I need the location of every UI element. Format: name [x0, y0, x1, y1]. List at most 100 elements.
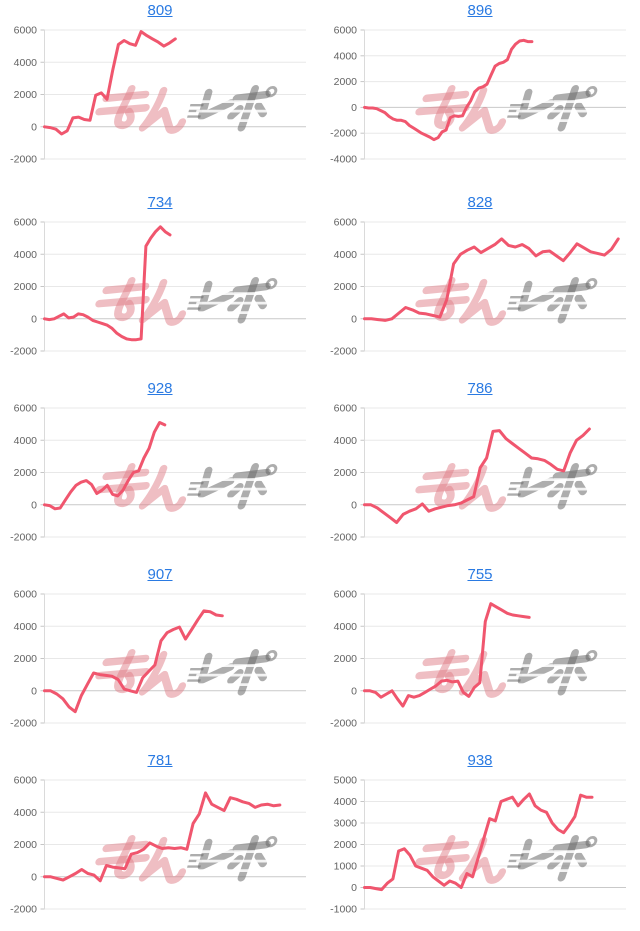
y-tick-label: 4000 [14, 249, 38, 261]
chart-cell: 755 6000 4000 2000 0 -2000 [320, 558, 640, 744]
line-chart: 6000 4000 2000 0 -2000 -4000 [330, 25, 626, 166]
watermark-stripe [198, 478, 276, 482]
y-tick-label: 0 [351, 882, 357, 894]
watermark-speedline [509, 296, 524, 299]
watermark-speedline [189, 668, 204, 671]
y-tick-label: 6000 [14, 217, 38, 229]
watermark-handakuten [265, 463, 278, 476]
chart-title-link[interactable]: 781 [147, 752, 173, 769]
watermark-pink-glyph [458, 278, 507, 326]
y-tick-label: -2000 [330, 346, 357, 358]
line-chart: 6000 4000 2000 0 -2000 [330, 217, 626, 358]
chart-cell: 907 6000 4000 2000 0 -2000 [0, 558, 320, 744]
watermark-speedline [189, 296, 204, 299]
watermark-gray-glyph [197, 652, 235, 685]
watermark-pink-glyph [458, 836, 507, 884]
y-tick-label: 6000 [14, 403, 38, 415]
line-chart: 6000 4000 2000 0 -2000 [10, 403, 306, 544]
watermark-gray-glyph [517, 838, 555, 871]
chart-title-link[interactable]: 734 [147, 194, 173, 211]
watermark-gray-glyph [517, 280, 555, 313]
y-tick-label: -2000 [330, 532, 357, 544]
watermark-stripe [513, 119, 591, 123]
chart-cell: 928 6000 4000 2000 0 -2000 [0, 372, 320, 558]
watermark-stripe [195, 487, 273, 491]
y-tick-label: 0 [351, 685, 357, 697]
y-tick-label: 6000 [14, 589, 38, 601]
watermark-pink-glyph [138, 278, 187, 326]
watermark [415, 649, 598, 698]
watermark-pink-glyph [458, 650, 507, 698]
watermark-handakuten [265, 649, 278, 662]
watermark-pink-glyph [114, 85, 136, 130]
y-tick-label: 2000 [334, 76, 358, 88]
y-tick-label: 5000 [334, 775, 358, 787]
series-line [43, 421, 167, 511]
y-tick-label: 4000 [14, 807, 38, 819]
watermark-pink-glyph [138, 836, 187, 884]
chart-title-link[interactable]: 896 [467, 2, 493, 19]
chart-title-link[interactable]: 907 [147, 566, 173, 583]
watermark-speedline [507, 307, 521, 310]
watermark-stripe [195, 859, 273, 863]
chart-title-row: 781 [0, 750, 320, 771]
chart-title-link[interactable]: 809 [147, 2, 173, 19]
y-tick-label: 4000 [14, 621, 38, 633]
line-chart: 6000 4000 2000 0 -2000 [10, 25, 306, 166]
watermark-speedline [509, 668, 524, 671]
y-tick-label: 6000 [14, 775, 38, 787]
chart-title-row: 809 [0, 0, 320, 21]
y-tick-label: -2000 [330, 718, 357, 730]
watermark-handakuten [585, 277, 598, 290]
chart-title-row: 734 [0, 192, 320, 213]
watermark-gray-glyph [517, 88, 555, 121]
watermark-stripe [515, 859, 593, 863]
chart-title-link[interactable]: 786 [467, 380, 493, 397]
series-line [363, 38, 534, 142]
watermark-speedline [187, 679, 201, 682]
y-tick-label: 2000 [14, 653, 38, 665]
y-tick-label: -2000 [330, 128, 357, 140]
watermark-stripe [193, 119, 271, 123]
watermark-stripe [515, 109, 593, 113]
y-tick-label: -1000 [330, 904, 357, 916]
y-tick-label: 6000 [334, 217, 358, 229]
watermark-gray-glyph [197, 88, 235, 121]
watermark-pink-glyph [458, 464, 507, 512]
chart-title-row: 896 [320, 0, 640, 21]
watermark-stripe [518, 100, 596, 104]
watermark-speedline [187, 307, 201, 310]
chart-cell: 896 6000 4000 2000 0 -2000 -4000 [320, 0, 640, 186]
chart-title-link[interactable]: 828 [467, 194, 493, 211]
chart-title-link[interactable]: 938 [467, 752, 493, 769]
watermark-speedline [509, 104, 524, 107]
chart-title-row: 938 [320, 750, 640, 771]
y-tick-label: 2000 [334, 281, 358, 293]
series-line [363, 792, 594, 892]
chart-title-link[interactable]: 755 [467, 566, 493, 583]
y-tick-label: 4000 [334, 50, 358, 62]
watermark-handakuten [585, 835, 598, 848]
chart-title-link[interactable]: 928 [147, 380, 173, 397]
y-tick-label: 2000 [334, 653, 358, 665]
chart-title-row: 928 [0, 378, 320, 399]
y-tick-label: 3000 [334, 818, 358, 830]
watermark-stripe [515, 487, 593, 491]
chart-title-row: 755 [320, 564, 640, 585]
series-line [43, 609, 224, 714]
watermark-stripe [193, 497, 271, 501]
line-chart: 6000 4000 2000 0 -2000 [10, 217, 306, 358]
watermark-pink-glyph [138, 86, 187, 134]
watermark-speedline [189, 104, 204, 107]
y-tick-label: 4000 [334, 796, 358, 808]
watermark-stripe [198, 664, 276, 668]
y-tick-label: -2000 [10, 718, 37, 730]
line-chart: 6000 4000 2000 0 -2000 [330, 403, 626, 544]
y-tick-label: -2000 [10, 532, 37, 544]
y-tick-label: 0 [31, 121, 37, 133]
y-tick-label: 2000 [14, 467, 38, 479]
line-chart: 6000 4000 2000 0 -2000 [330, 589, 626, 730]
watermark-stripe [195, 673, 273, 677]
y-tick-label: 4000 [14, 435, 38, 447]
line-chart: 5000 4000 3000 2000 1000 0 -1000 [330, 775, 626, 916]
